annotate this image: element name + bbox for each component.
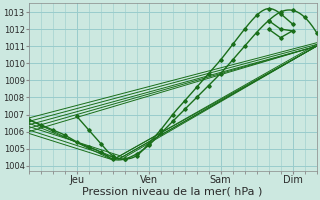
X-axis label: Pression niveau de la mer( hPa ): Pression niveau de la mer( hPa ) [83,187,263,197]
